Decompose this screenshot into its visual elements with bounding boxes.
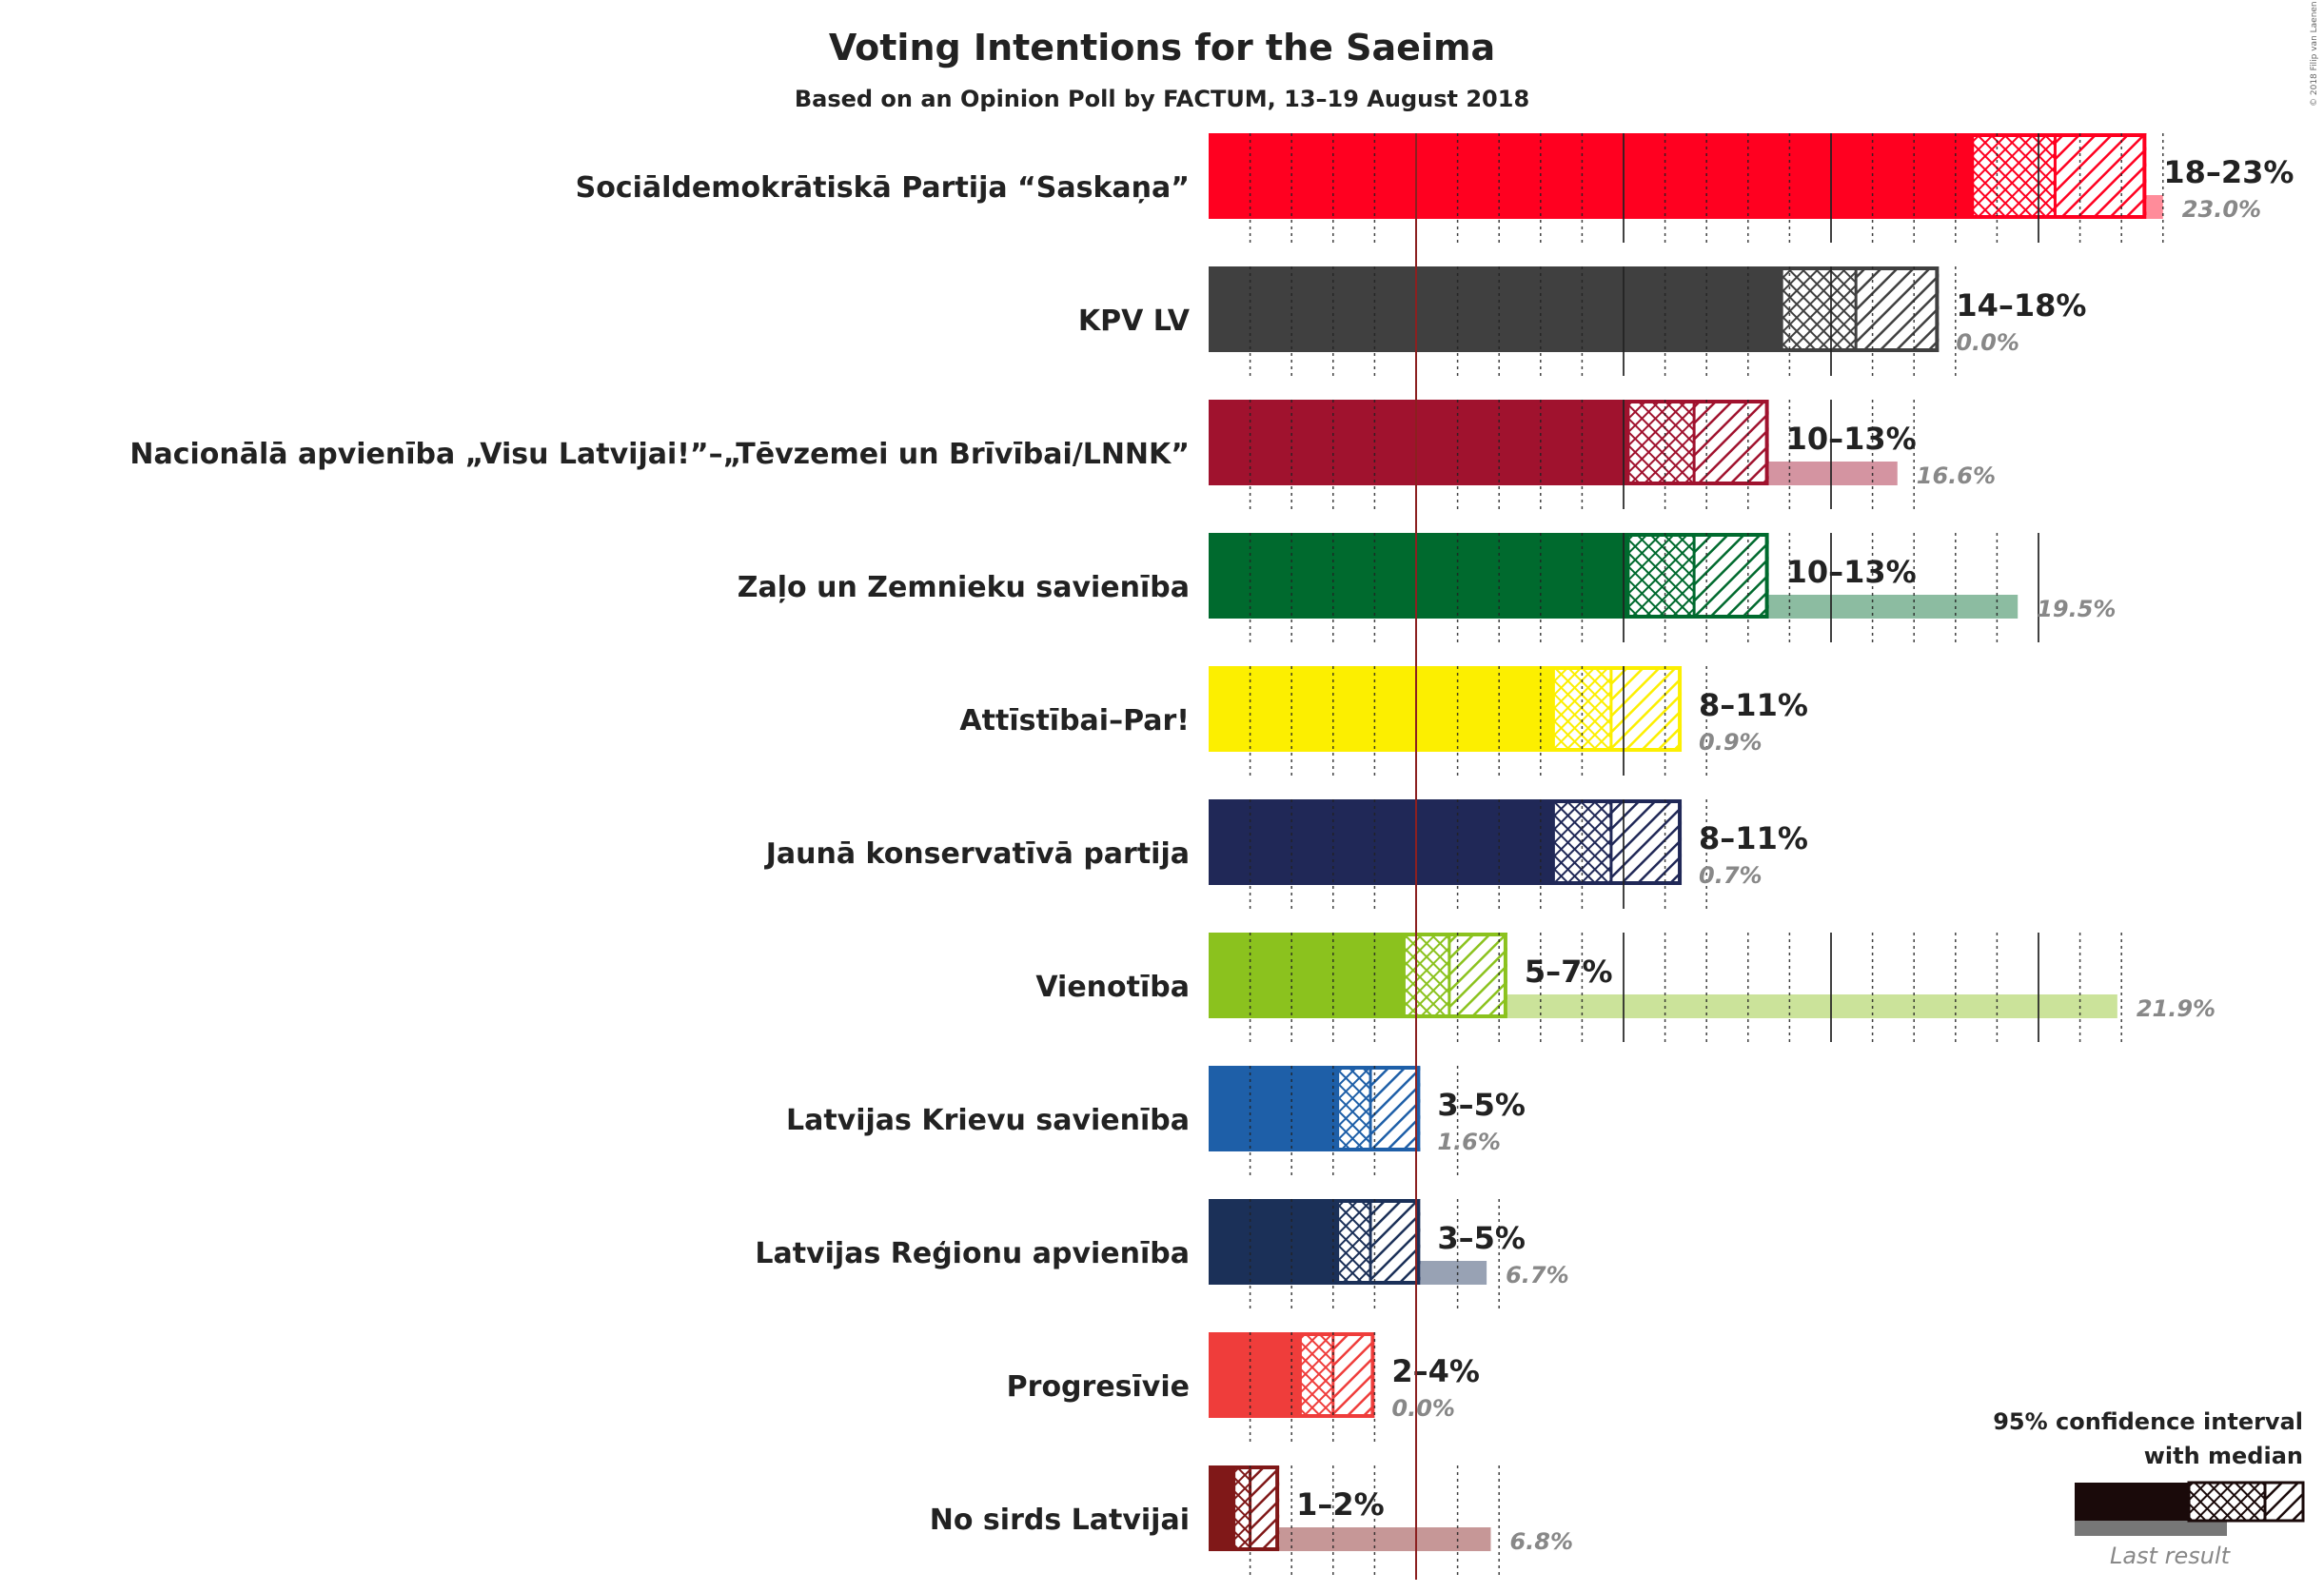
party-label: Jaunā konservatīvā partija [764,837,1190,871]
last-result-label: 21.9% [2137,995,2216,1022]
party-row: Vienotība 5–7% 21.9% [1035,933,2216,1042]
party-label: Zaļo un Zemnieku savienība [738,571,1190,604]
ci-outline [1401,933,1507,1018]
ci-upper-segment [1610,799,1683,885]
ci-upper-segment [1694,533,1769,619]
range-label: 18–23% [2163,154,2294,190]
last-result-label: 0.7% [1699,862,1763,889]
ci-lower-segment [1337,1066,1371,1151]
last-result-label: 0.9% [1699,729,1763,756]
party-row: Latvijas Reģionu apvienība 3–5% 6.7% [755,1199,1569,1308]
ci-outline [1625,533,1769,619]
ci-outline [1231,1465,1280,1551]
ci-solid-bar [1209,1332,1300,1418]
party-row: Nacionālā apvienība „Visu Latvijai!”–„Tē… [129,400,1996,509]
ci-upper-segment [1332,1332,1375,1418]
range-label: 1–2% [1296,1486,1385,1523]
party-label: Progresīvie [1007,1370,1190,1404]
legend: 95% confidence interval with median Last… [1993,1408,2305,1569]
party-label: Latvijas Krievu savienība [786,1104,1190,1137]
party-row: Progresīvie 2–4% 0.0% [1007,1332,1480,1442]
party-label: Attīstībai–Par! [959,704,1190,738]
ci-lower-segment [1299,1332,1333,1418]
party-row: KPV LV 14–18% 0.0% [1078,266,2086,376]
chart-subtitle: Based on an Opinion Poll by FACTUM, 13–1… [795,86,1529,112]
ci-lower-segment [1337,1199,1371,1285]
party-row: Sociāldemokrātiskā Partija “Saskaņa” 18–2… [576,133,2294,243]
chart-rows: Sociāldemokrātiskā Partija “Saskaņa” 18–2… [129,133,2294,1575]
legend-last-result-label: Last result [2110,1543,2232,1569]
ci-outline [1550,666,1683,752]
party-row: Jaunā konservatīvā partija 8–11% 0.7% [764,799,1808,909]
party-row: Latvijas Krievu savienība 3–5% 1.6% [786,1066,1526,1175]
range-label: 10–13% [1786,554,1917,590]
ci-lower-segment [1403,933,1449,1018]
party-label: Nacionālā apvienība „Visu Latvijai!”–„Tē… [129,438,1190,471]
ci-outline [1779,266,1940,352]
range-label: 3–5% [1437,1220,1526,1256]
ci-solid-bar [1209,133,1973,219]
ci-upper-segment [1856,266,1940,352]
range-label: 2–4% [1391,1353,1480,1389]
ci-solid-bar [1209,1066,1338,1151]
party-row: No sirds Latvijai 1–2% 6.8% [930,1465,1573,1575]
ci-solid-bar [1209,1465,1234,1551]
ci-upper-segment [1250,1465,1280,1551]
last-result-label: 0.0% [1391,1395,1455,1422]
range-label: 8–11% [1699,820,1808,856]
ci-lower-segment [1627,533,1695,619]
ci-lower-segment [1233,1465,1251,1551]
range-label: 14–18% [1956,287,2086,324]
ci-solid-bar [1209,266,1782,352]
ci-outline [1335,1066,1421,1151]
last-result-label: 23.0% [2182,196,2261,223]
copyright-note: © 2018 Filip van Laenen [2310,1,2319,107]
ci-upper-segment [1370,1199,1421,1285]
ci-outline [1625,400,1769,485]
ci-lower-segment [1972,133,2056,219]
last-result-label: 0.0% [1956,329,2019,356]
party-label: No sirds Latvijai [930,1504,1190,1537]
party-row: Zaļo un Zemnieku savienība 10–13% 19.5% [738,533,2116,642]
ci-upper-segment [1448,933,1507,1018]
ci-upper-segment [1694,400,1769,485]
ci-outline [1970,133,2147,219]
ci-solid-bar [1209,1199,1338,1285]
ci-outline [1550,799,1683,885]
ci-solid-bar [1209,400,1628,485]
last-result-label: 6.8% [1509,1528,1573,1555]
ci-outline [1335,1199,1421,1285]
legend-title-line1: 95% confidence interval [1993,1408,2303,1435]
range-label: 8–11% [1699,687,1808,723]
ci-lower-segment [1627,400,1695,485]
last-result-label: 6.7% [1506,1262,1569,1288]
party-label: KPV LV [1078,305,1191,338]
ci-upper-segment [1610,666,1683,752]
legend-ci-solid [2075,1483,2189,1521]
ci-solid-bar [1209,533,1628,619]
range-label: 3–5% [1437,1087,1526,1123]
ci-solid-bar [1209,799,1553,885]
last-result-label: 1.6% [1437,1129,1501,1155]
ci-solid-bar [1209,933,1404,1018]
ci-solid-bar [1209,666,1553,752]
last-result-label: 16.6% [1917,462,1996,489]
range-label: 5–7% [1525,954,1613,990]
party-row: Attīstībai–Par! 8–11% 0.9% [959,666,1808,776]
legend-ci-crosshatch [2187,1481,2267,1523]
party-label: Latvijas Reģionu apvienība [755,1237,1190,1270]
ci-upper-segment [1370,1066,1421,1151]
last-result-label: 19.5% [2037,596,2116,622]
ci-lower-segment [1781,266,1857,352]
ci-upper-segment [2055,133,2147,219]
party-label: Sociāldemokrātiskā Partija “Saskaņa” [576,171,1190,205]
legend-title-line2: with median [2144,1443,2303,1469]
legend-ci-hatch [2263,1481,2305,1523]
chart-title: Voting Intentions for the Saeima [829,27,1495,69]
party-label: Vienotība [1035,971,1190,1004]
ci-outline [1297,1332,1375,1418]
range-label: 10–13% [1786,421,1917,457]
